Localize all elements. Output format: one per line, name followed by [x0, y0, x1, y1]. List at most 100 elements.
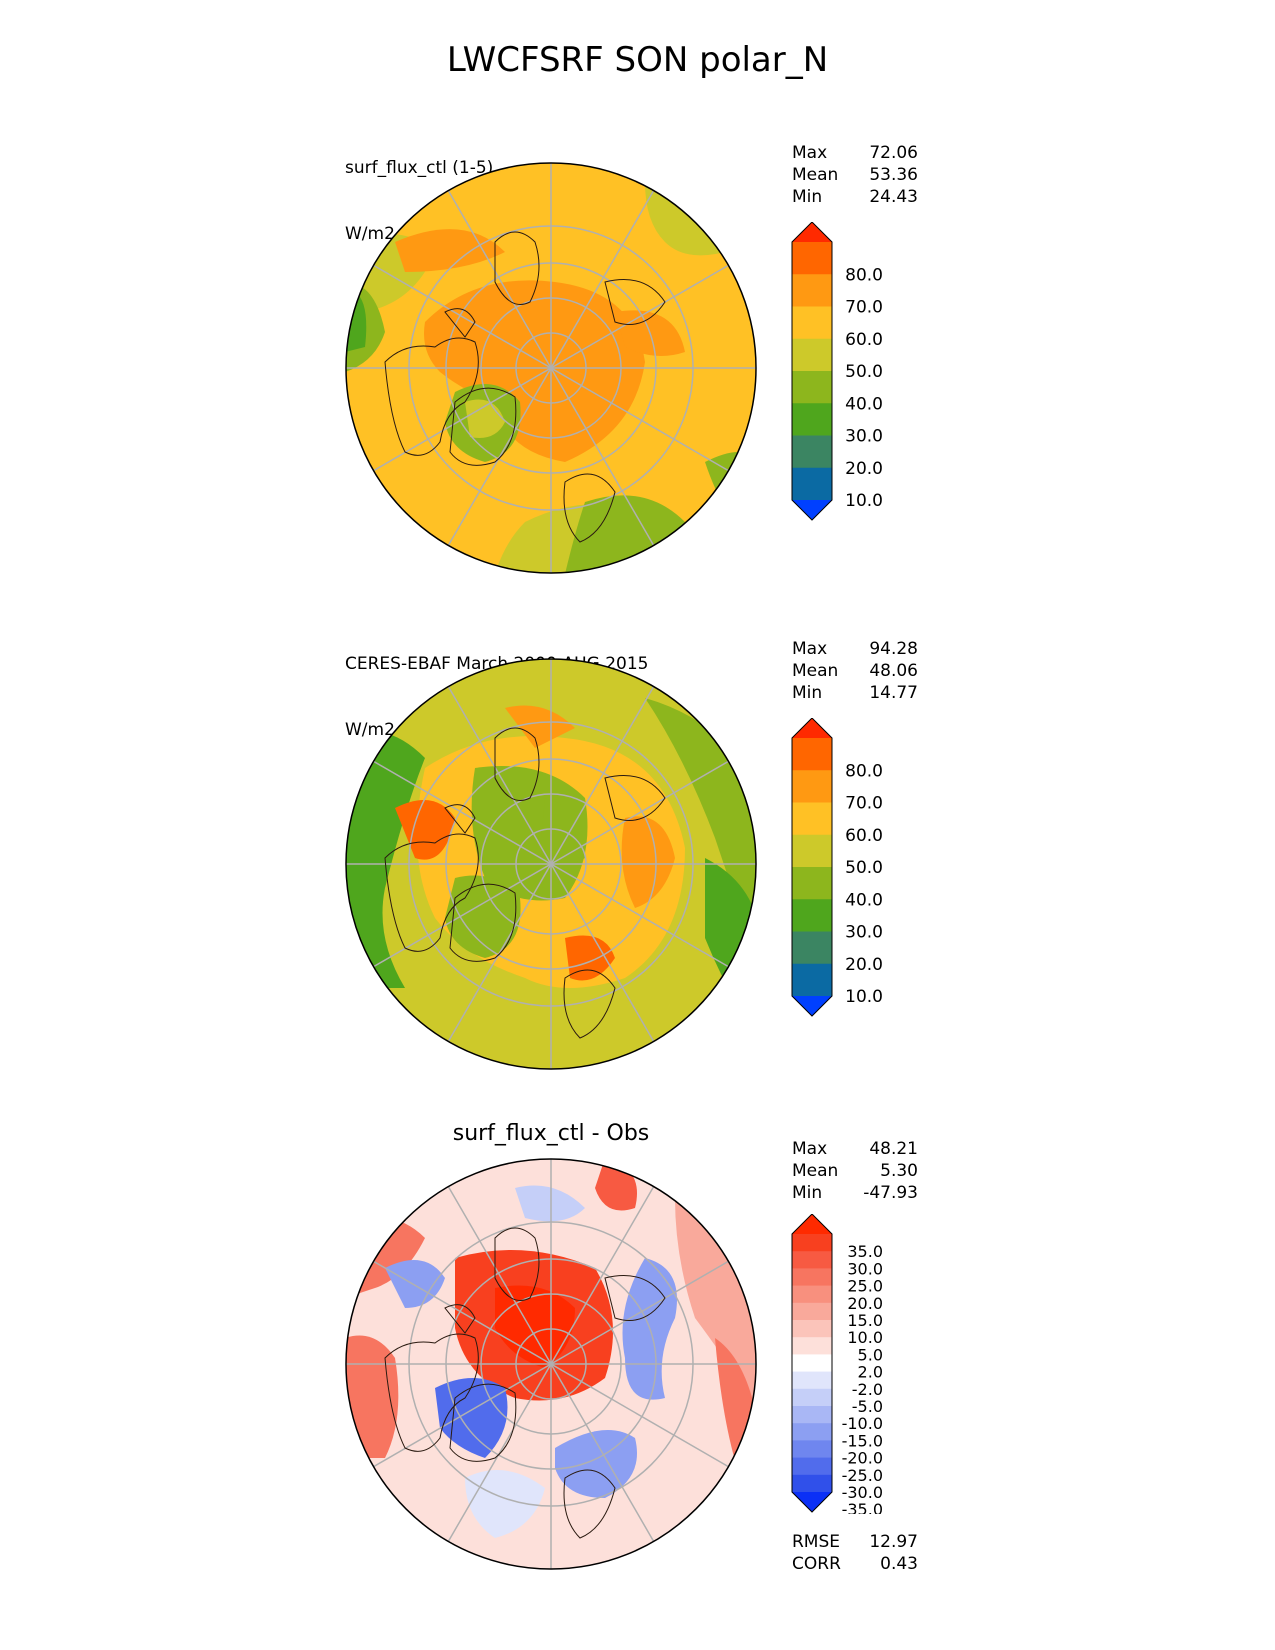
- stat-mean-value: 5.30: [880, 1161, 918, 1181]
- colorbar-bin: [792, 834, 832, 868]
- colorbar-bin: [792, 306, 832, 340]
- colorbar-tick-label: -5.0: [852, 1397, 883, 1416]
- colorbar-bin: [792, 1457, 832, 1476]
- colorbar-outline: [791, 222, 833, 521]
- stat-min: Min 14.77: [792, 683, 918, 705]
- stat-max-label: Max: [792, 639, 828, 659]
- colorbar-tick-label: 20.0: [845, 955, 883, 975]
- colorbar-bin: [792, 1251, 832, 1269]
- colorbar-bin: [792, 1354, 832, 1373]
- panel-1-units: W/m2: [345, 224, 395, 244]
- colorbar-tick-label: 50.0: [845, 362, 883, 382]
- metric-corr-label: CORR: [792, 1554, 841, 1574]
- stat-max-value: 72.06: [869, 143, 918, 163]
- colorbar-bin: [792, 1302, 832, 1321]
- metric-rmse-label: RMSE: [792, 1532, 841, 1552]
- metric-corr-value: 0.43: [880, 1554, 918, 1574]
- colorbar-outline: [791, 1214, 833, 1513]
- metric-corr: CORR 0.43: [792, 1554, 918, 1576]
- panel-3-metrics: RMSE 12.97 CORR 0.43: [792, 1532, 918, 1576]
- panel-1-colorbar: 80.070.060.050.040.030.020.010.00.0: [791, 222, 883, 521]
- stat-max: Max 72.06: [792, 143, 918, 165]
- colorbar-bin: [792, 1371, 832, 1390]
- colorbar-bin: [792, 274, 832, 307]
- stat-mean: Mean 53.36: [792, 165, 918, 187]
- stat-min-value: -47.93: [863, 1183, 918, 1203]
- colorbar-extend-max: [792, 1214, 832, 1234]
- colorbar-extend-max: [792, 718, 832, 738]
- colorbar-tick-label: 10.0: [847, 1328, 883, 1347]
- colorbar-tick-label: 30.0: [845, 923, 883, 943]
- stat-max-label: Max: [792, 143, 828, 163]
- panel-3-polar-map: [345, 1158, 757, 1570]
- stat-max-value: 48.21: [869, 1139, 918, 1159]
- stat-mean-label: Mean: [792, 165, 839, 185]
- panel-2-polar-map: [345, 658, 757, 1070]
- colorbar-bin: [792, 1234, 832, 1252]
- colorbar-tick-label: 50.0: [845, 858, 883, 878]
- stat-max-label: Max: [792, 1139, 828, 1159]
- colorbar-tick-label: 2.0: [858, 1363, 883, 1382]
- colorbar-tick-label: 20.0: [847, 1294, 883, 1313]
- panel-1-stats: Max 72.06 Mean 53.36 Min 24.43: [792, 143, 918, 209]
- colorbar-bin: [792, 1423, 832, 1441]
- colorbar-tick-label: 60.0: [845, 826, 883, 846]
- colorbar-tick-label: -30.0: [842, 1483, 883, 1502]
- colorbar-bin: [792, 1406, 832, 1424]
- colorbar-bin: [792, 1337, 832, 1355]
- panel-2-units: W/m2: [345, 720, 395, 740]
- colorbar-tick-label: 10.0: [845, 491, 883, 511]
- metric-rmse: RMSE 12.97: [792, 1532, 918, 1554]
- stat-max: Max 94.28: [792, 639, 918, 661]
- panel-3-title: surf_flux_ctl - Obs: [452, 1121, 650, 1146]
- stat-mean: Mean 48.06: [792, 661, 918, 683]
- colorbar-bin: [792, 867, 832, 900]
- stat-min-label: Min: [792, 187, 823, 207]
- panel-1-label: surf_flux_ctl (1-5) W/m2: [345, 113, 493, 267]
- colorbar-tick-label: 80.0: [845, 761, 883, 781]
- colorbar-bin: [792, 242, 832, 275]
- stat-max: Max 48.21: [792, 1139, 918, 1161]
- stat-mean-label: Mean: [792, 1161, 839, 1181]
- colorbar-tick-label: 15.0: [847, 1311, 883, 1330]
- colorbar-tick-label: -2.0: [852, 1380, 883, 1399]
- colorbar-bin: [792, 1320, 832, 1338]
- metric-rmse-value: 12.97: [869, 1532, 918, 1552]
- colorbar-bin: [792, 338, 832, 372]
- colorbar-tick-label: 60.0: [845, 330, 883, 350]
- colorbar-tick-label: 80.0: [845, 265, 883, 285]
- colorbar-tick-label: -25.0: [842, 1466, 883, 1485]
- colorbar-tick-label: 40.0: [845, 394, 883, 414]
- colorbar-bin: [792, 802, 832, 836]
- stat-mean: Mean 5.30: [792, 1161, 918, 1183]
- colorbar-tick-label: 10.0: [845, 987, 883, 1007]
- colorbar-extend-max: [792, 222, 832, 242]
- colorbar-extend-min: [792, 500, 832, 520]
- colorbar-bin: [792, 467, 832, 501]
- colorbar-bin: [792, 963, 832, 997]
- colorbar-tick-label: 70.0: [845, 298, 883, 318]
- stat-min: Min 24.43: [792, 187, 918, 209]
- colorbar-tick-label: -15.0: [842, 1431, 883, 1450]
- colorbar-tick-label: 20.0: [845, 459, 883, 479]
- panel-3-stats: Max 48.21 Mean 5.30 Min -47.93: [792, 1139, 918, 1205]
- panel-2-stats: Max 94.28 Mean 48.06 Min 14.77: [792, 639, 918, 705]
- colorbar-bin: [792, 371, 832, 404]
- colorbar-bin: [792, 770, 832, 803]
- colorbar-tick-label: 30.0: [847, 1259, 883, 1278]
- panel-1-polar-map: [345, 162, 757, 574]
- stat-mean-value: 53.36: [869, 165, 918, 185]
- colorbar-tick-label: -20.0: [842, 1449, 883, 1468]
- colorbar-bin: [792, 403, 832, 436]
- colorbar-bin: [792, 899, 832, 932]
- figure-title: LWCFSRF SON polar_N: [446, 40, 829, 80]
- colorbar-tick-label: 35.0: [847, 1242, 883, 1261]
- colorbar-tick-label: -10.0: [842, 1414, 883, 1433]
- stat-min-value: 14.77: [869, 683, 918, 703]
- stat-max-value: 94.28: [869, 639, 918, 659]
- stat-min-label: Min: [792, 683, 823, 703]
- colorbar-outline: [791, 718, 833, 1017]
- colorbar-tick-label: 40.0: [845, 890, 883, 910]
- colorbar-extend-min: [792, 996, 832, 1016]
- colorbar-bin: [792, 738, 832, 771]
